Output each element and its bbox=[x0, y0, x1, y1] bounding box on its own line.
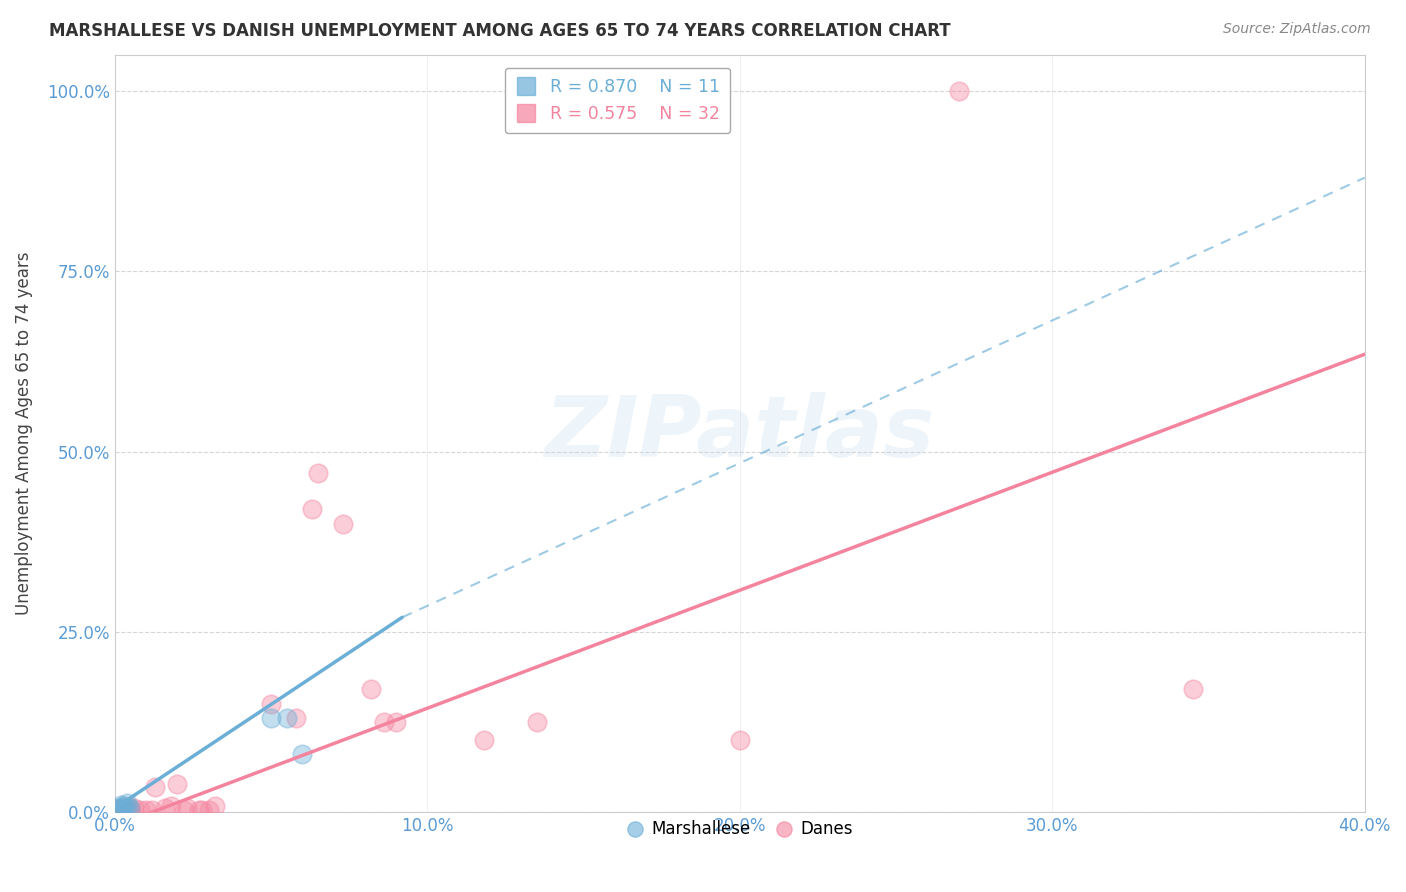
Point bbox=[332, 516, 354, 531]
Point bbox=[120, 801, 142, 815]
Point bbox=[145, 780, 167, 794]
Point bbox=[120, 803, 142, 817]
Point bbox=[360, 682, 382, 697]
Point bbox=[191, 803, 214, 817]
Point bbox=[160, 799, 183, 814]
Point bbox=[110, 801, 132, 815]
Point bbox=[112, 801, 135, 815]
Point bbox=[301, 502, 323, 516]
Point bbox=[260, 711, 283, 725]
Point bbox=[728, 732, 751, 747]
Point bbox=[204, 799, 226, 814]
Point bbox=[291, 747, 314, 762]
Point bbox=[110, 801, 132, 815]
Text: ZIPatlas: ZIPatlas bbox=[544, 392, 935, 475]
Point bbox=[276, 711, 298, 725]
Point bbox=[110, 797, 132, 812]
Point bbox=[112, 799, 135, 814]
Legend: Marshallese, Danes: Marshallese, Danes bbox=[620, 814, 860, 845]
Point bbox=[107, 803, 129, 817]
Point bbox=[128, 803, 150, 817]
Point bbox=[112, 803, 135, 817]
Point bbox=[112, 800, 135, 814]
Point bbox=[526, 714, 548, 729]
Point bbox=[107, 801, 129, 815]
Point bbox=[197, 803, 219, 817]
Point bbox=[285, 711, 308, 725]
Point bbox=[188, 803, 211, 817]
Point bbox=[948, 84, 970, 98]
Point bbox=[166, 777, 188, 791]
Point bbox=[260, 697, 283, 711]
Text: Source: ZipAtlas.com: Source: ZipAtlas.com bbox=[1223, 22, 1371, 37]
Point bbox=[120, 800, 142, 814]
Point bbox=[117, 796, 139, 810]
Point bbox=[472, 732, 495, 747]
Point bbox=[153, 800, 176, 814]
Point bbox=[117, 801, 139, 815]
Text: MARSHALLESE VS DANISH UNEMPLOYMENT AMONG AGES 65 TO 74 YEARS CORRELATION CHART: MARSHALLESE VS DANISH UNEMPLOYMENT AMONG… bbox=[49, 22, 950, 40]
Point bbox=[1181, 682, 1204, 697]
Point bbox=[176, 800, 198, 814]
Point bbox=[373, 714, 395, 729]
Point bbox=[173, 803, 195, 817]
Point bbox=[307, 466, 329, 480]
Point bbox=[141, 803, 163, 817]
Point bbox=[122, 800, 145, 814]
Point bbox=[135, 803, 157, 817]
Point bbox=[385, 714, 408, 729]
Y-axis label: Unemployment Among Ages 65 to 74 years: Unemployment Among Ages 65 to 74 years bbox=[15, 252, 32, 615]
